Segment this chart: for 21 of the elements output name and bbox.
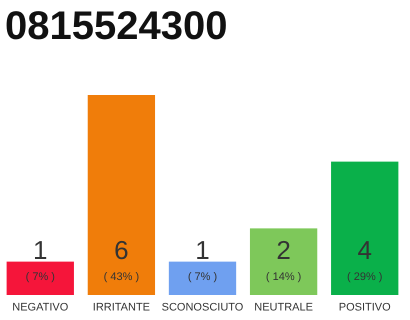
bar	[168, 262, 236, 295]
chart-title: 0815524300	[5, 4, 228, 48]
annotation: ( 43% )	[104, 271, 140, 283]
bar	[250, 228, 318, 295]
data-label: 6	[114, 235, 129, 265]
data-label: 1	[195, 235, 210, 265]
bar	[88, 95, 156, 295]
data-label: 1	[33, 235, 48, 265]
x-tick-label: POSITIVO	[338, 302, 392, 314]
x-tick-label: NEGATIVO	[12, 302, 69, 314]
bar	[6, 262, 74, 295]
x-tick-label: NEUTRALE	[254, 302, 313, 314]
annotation: ( 7% )	[188, 271, 218, 283]
x-tick-label: IRRITANTE	[92, 302, 150, 314]
annotation: ( 7% )	[26, 271, 55, 283]
bar	[331, 162, 398, 295]
annotation: ( 29% )	[346, 271, 382, 283]
data-label: 2	[276, 235, 291, 265]
annotation: ( 14% )	[266, 271, 302, 283]
x-tick-label: SCONOSCIUTO	[162, 302, 244, 314]
data-label: 4	[357, 235, 372, 265]
